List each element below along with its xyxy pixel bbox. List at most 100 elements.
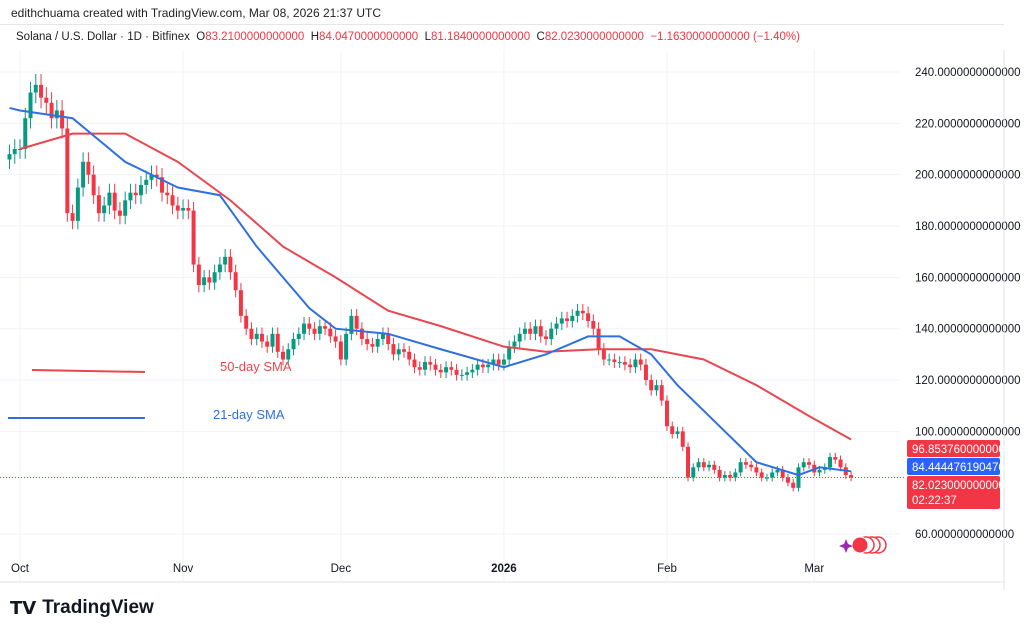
candle-body: [433, 364, 438, 370]
candle-body: [39, 84, 44, 98]
candle-body: [144, 179, 149, 185]
candle-body: [217, 264, 222, 273]
sma21-price-label: 84.4444761904763: [912, 462, 1011, 474]
candle-body: [570, 315, 575, 321]
candle-body: [302, 323, 307, 334]
y-tick-label: 120.0000000000000: [915, 375, 1021, 387]
x-tick-label: Feb: [657, 563, 677, 575]
price-chart[interactable]: 240.0000000000000 220.0000000000000 200.00…: [0, 50, 1024, 590]
candle-body: [317, 326, 322, 334]
candle-body: [712, 464, 717, 470]
candle-body: [459, 374, 464, 376]
symbol-name[interactable]: Solana / U.S. Dollar · 1D · Bitfinex: [16, 31, 190, 43]
candle-body: [244, 315, 249, 329]
candle-body: [65, 128, 70, 214]
candle-body: [265, 341, 270, 347]
chart-credit: edithchuama created with TradingView.com…: [11, 6, 381, 20]
candle-body: [117, 210, 122, 216]
open-label: O: [196, 31, 206, 43]
candle-body: [423, 362, 428, 370]
x-tick-label: Mar: [804, 563, 824, 575]
candle-body: [828, 457, 833, 468]
candle-body: [775, 469, 780, 473]
candle-body: [554, 323, 559, 329]
candle-body: [333, 336, 338, 342]
candle-body: [407, 351, 412, 360]
candle-body: [507, 346, 512, 360]
candle-body: [444, 367, 449, 373]
candle-body: [538, 326, 543, 337]
candle-body: [96, 195, 101, 214]
open-value: 83.2100000000000: [205, 31, 305, 43]
candle-body: [596, 328, 601, 350]
candle-body: [207, 277, 212, 283]
bar-countdown: 02:22:37: [912, 495, 957, 507]
candle-body: [254, 333, 259, 339]
candle-body: [307, 323, 312, 329]
candle-body: [522, 328, 527, 334]
high-label: H: [310, 31, 320, 43]
candle-body: [370, 344, 375, 347]
low-label: L: [424, 31, 431, 43]
candle-body: [296, 333, 301, 339]
candle-body: [196, 264, 201, 286]
y-tick-label: 180.0000000000000: [915, 221, 1021, 233]
candle-body: [270, 333, 275, 347]
candle-body: [60, 110, 65, 129]
events-icon[interactable]: [839, 536, 887, 554]
candle-body: [780, 469, 785, 478]
candle-body: [223, 256, 228, 265]
candle-body: [91, 174, 96, 196]
candle-body: [722, 475, 727, 478]
candle-body: [417, 367, 422, 370]
candle-body: [202, 277, 207, 286]
sma50-line: [19, 132, 852, 441]
candle-body: [728, 475, 733, 478]
candle-body: [528, 328, 533, 334]
candle-body: [7, 154, 12, 160]
candle-body: [785, 477, 790, 483]
sma21-annotation: 21-day SMA: [8, 407, 285, 422]
y-tick-label: 140.0000000000000: [915, 324, 1021, 336]
x-tick-label: Oct: [11, 563, 30, 575]
candle-body: [438, 369, 443, 373]
candle-body: [559, 318, 564, 324]
candle-body: [75, 187, 80, 221]
candle-body: [617, 362, 622, 364]
candle-body: [628, 364, 633, 368]
candle-body: [359, 328, 364, 339]
tradingview-logo[interactable]: 𝗧𝗩 TradingView: [10, 597, 154, 619]
candle-body: [275, 333, 280, 352]
candle-body: [23, 118, 28, 150]
candle-body: [486, 364, 491, 368]
candle-body: [659, 385, 664, 401]
candle-body: [354, 315, 359, 329]
y-tick-label: 200.0000000000000: [915, 170, 1021, 182]
candle-body: [686, 446, 691, 478]
candle-body: [386, 333, 391, 345]
candle-body: [654, 385, 659, 391]
candle-body: [454, 369, 459, 375]
candle-body: [49, 102, 54, 119]
candle-body: [12, 149, 17, 155]
candle-body: [701, 462, 706, 468]
close-value: 82.0230000000000: [544, 31, 644, 43]
candle-body: [480, 364, 485, 368]
sma50-annotation: 50-day SMA: [31, 359, 292, 374]
candle-body: [380, 333, 385, 339]
candle-body: [154, 174, 159, 178]
candle-body: [743, 462, 748, 465]
candle-body: [807, 462, 811, 465]
candle-body: [149, 174, 154, 180]
candle-body: [801, 462, 806, 468]
candle-body: [533, 326, 538, 334]
candle-body: [586, 313, 591, 321]
candle-body: [54, 110, 59, 119]
candle-body: [475, 364, 480, 370]
candle-body: [160, 177, 165, 193]
symbol-legend: Solana / U.S. Dollar · 1D · Bitfinex O83…: [0, 24, 1004, 50]
candle-body: [112, 192, 117, 211]
candle-body: [186, 208, 191, 211]
candle-body: [575, 310, 580, 316]
candle-body: [601, 349, 606, 360]
